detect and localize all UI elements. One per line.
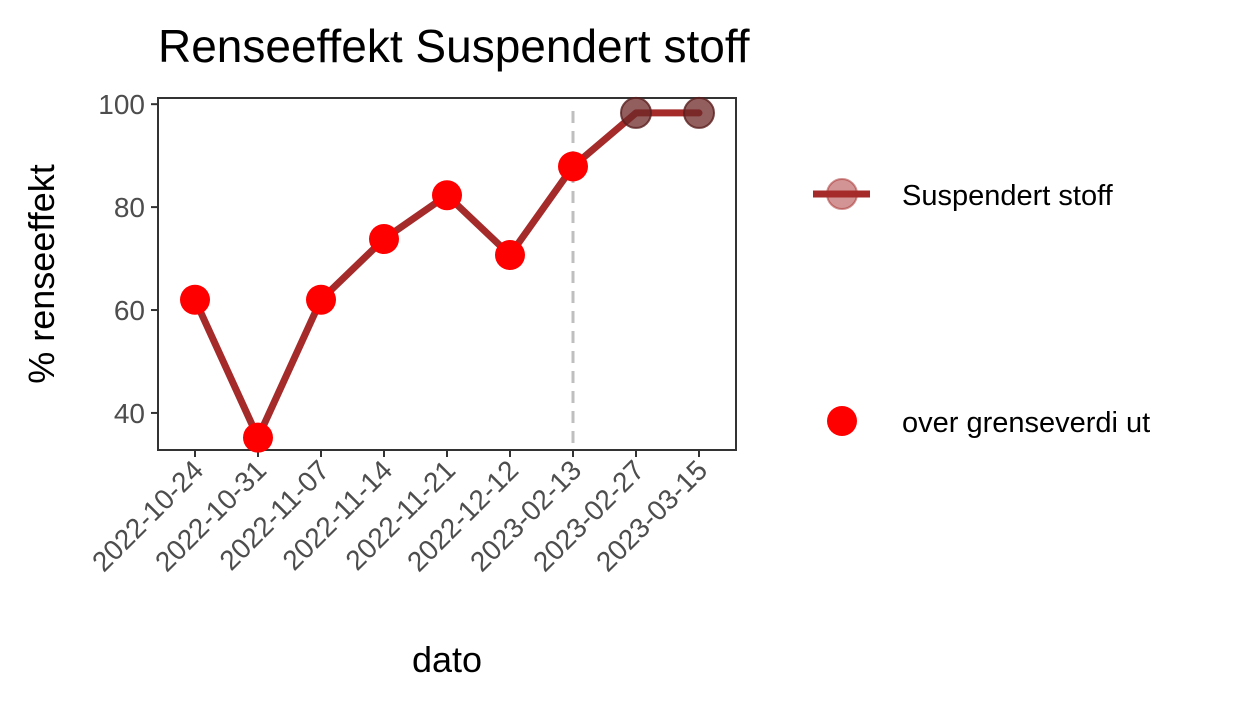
series-point xyxy=(620,96,652,129)
y-tick-label: 80 xyxy=(114,192,145,223)
highlight-point xyxy=(432,180,462,211)
y-tick-label: 60 xyxy=(114,295,145,326)
legend-highlight-marker xyxy=(827,406,857,436)
x-axis-title: dato xyxy=(412,639,482,680)
y-tick-label: 40 xyxy=(114,398,145,429)
chart-title: Renseeffekt Suspendert stoff xyxy=(158,20,750,72)
x-axis: 2022-10-242022-10-312022-11-072022-11-14… xyxy=(86,450,713,578)
highlight-point xyxy=(180,284,210,315)
series-group xyxy=(180,96,715,453)
legend-item-highlight: over grenseverdi ut xyxy=(827,406,1150,439)
legend-series-label: Suspendert stoff xyxy=(902,180,1114,212)
legend-highlight-label: over grenseverdi ut xyxy=(902,407,1150,439)
y-tick-label: 100 xyxy=(98,89,145,120)
legend: Suspendert stoff over grenseverdi ut xyxy=(813,178,1150,439)
highlight-point xyxy=(306,284,336,315)
highlight-point xyxy=(243,422,273,453)
series-point xyxy=(683,96,715,129)
legend-series-marker xyxy=(826,178,858,210)
y-axis: 40 60 80 100 xyxy=(98,89,158,429)
y-axis-title: % renseeffekt xyxy=(21,164,62,383)
highlight-point xyxy=(558,151,588,182)
highlight-point xyxy=(369,224,399,255)
plot-panel xyxy=(157,97,737,451)
highlight-point xyxy=(495,239,525,270)
legend-item-series: Suspendert stoff xyxy=(813,178,1114,212)
